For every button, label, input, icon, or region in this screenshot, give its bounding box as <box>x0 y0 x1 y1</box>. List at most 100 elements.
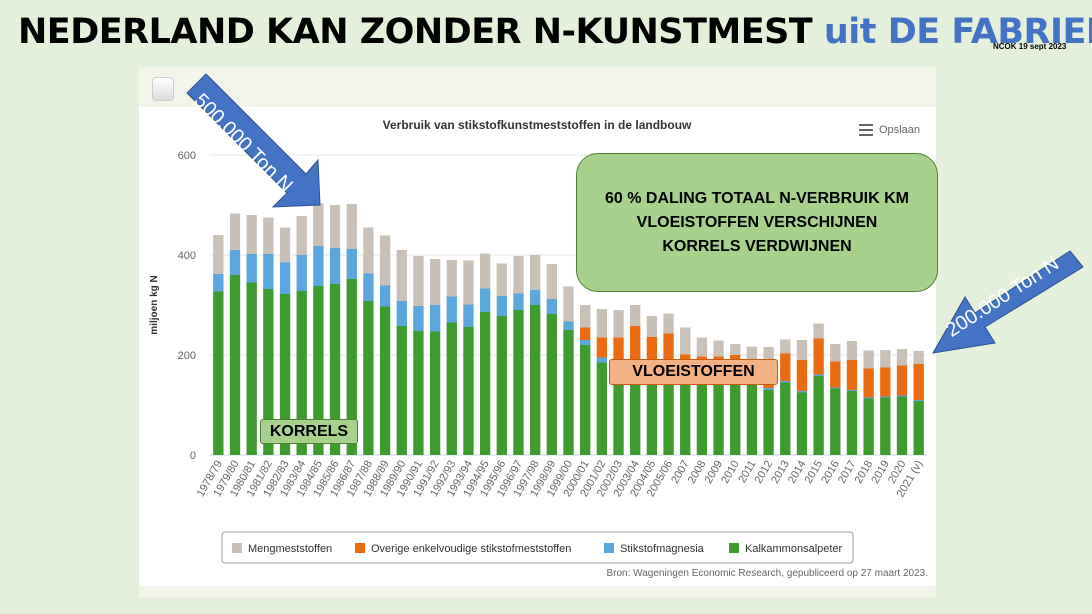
legend-label: Mengmeststoffen <box>248 543 332 555</box>
bar-segment <box>763 347 774 368</box>
bar-segment <box>580 327 591 340</box>
bar-segment <box>580 345 591 455</box>
bar-segment <box>863 368 874 398</box>
bar-segment <box>346 279 357 455</box>
bar-segment <box>496 296 507 316</box>
bar-segment <box>246 215 257 254</box>
bar-segment <box>563 321 574 330</box>
bar-segment <box>896 349 908 366</box>
bar-segment <box>463 327 474 455</box>
legend-swatch <box>232 543 242 553</box>
bar-segment <box>446 322 457 455</box>
bar-segment <box>413 331 424 455</box>
bar-segment <box>896 396 908 455</box>
bar-segment <box>496 316 507 455</box>
bar-segment <box>413 306 424 331</box>
callout-line-2: VLOEISTOFFEN VERSCHIJNEN <box>636 213 878 231</box>
arrow-right-shape <box>932 250 1084 354</box>
bar-segment <box>413 256 424 306</box>
bar-segment <box>746 346 758 361</box>
y-tick-label: 200 <box>178 350 196 362</box>
bar-segment <box>329 248 341 284</box>
bar-segment <box>313 286 324 455</box>
bar-segment <box>363 273 374 301</box>
bar-segment <box>646 337 658 366</box>
bar-segment <box>479 312 491 455</box>
bar-segment <box>263 217 274 254</box>
bar-segment <box>813 338 824 375</box>
bar-segment <box>596 357 608 363</box>
bar-segment <box>596 362 608 455</box>
date-note: NCOK 19 sept 2023 <box>993 42 1067 51</box>
bar-segment <box>796 340 808 360</box>
bar-segment <box>396 301 407 326</box>
legend-box <box>221 531 854 564</box>
chart-bottom-band <box>139 586 936 598</box>
bar-segment <box>863 398 874 455</box>
bar-segment <box>546 314 557 455</box>
bar-segment <box>580 305 591 328</box>
bar-segment <box>913 401 924 455</box>
bar-segment <box>630 367 641 455</box>
bar-segment <box>463 260 474 305</box>
bar-segment <box>329 205 341 248</box>
legend-label: Overige enkelvoudige stikstofmeststoffen <box>371 543 571 555</box>
bar-segment <box>513 256 524 294</box>
bar-segment <box>713 340 724 357</box>
slide-title-main: NEDERLAND KAN ZONDER N-KUNSTMEST <box>18 12 813 52</box>
bar-segment <box>246 254 257 283</box>
bar-segment <box>229 250 241 275</box>
bar-segment <box>263 254 274 289</box>
bar-segment <box>680 327 691 355</box>
bar-segment <box>830 387 841 389</box>
bar-segment <box>846 391 858 455</box>
arrow-left-polygon <box>186 73 321 208</box>
bar-segment <box>580 340 591 345</box>
export-button[interactable]: Opslaan <box>859 124 920 136</box>
bar-segment <box>346 204 357 249</box>
bar-segment <box>229 213 241 250</box>
bar-segment <box>896 395 908 397</box>
bar-segment <box>563 330 574 455</box>
bar-segment <box>479 288 491 312</box>
hamburger-icon <box>859 124 873 136</box>
bar-segment <box>846 390 858 391</box>
bar-segment <box>763 390 774 455</box>
slide-title: NEDERLAND KAN ZONDER N-KUNSTMEST uit DE … <box>18 12 1092 52</box>
bar-segment <box>279 227 291 263</box>
bar-segment <box>396 326 407 455</box>
bar-segment <box>346 249 357 279</box>
bar-segment <box>663 365 674 455</box>
bar-segment <box>830 361 841 388</box>
bar-segment <box>429 331 441 455</box>
bar-segment <box>796 391 808 393</box>
bar-segment <box>479 253 491 289</box>
bar-segment <box>663 333 674 361</box>
chart-title: Verbruik van stikstofkunstmeststoffen in… <box>383 118 692 132</box>
bar-segment <box>513 293 524 310</box>
bar-segment <box>213 274 224 292</box>
chart-context-button[interactable] <box>152 77 174 101</box>
callout-line-1: 60 % DALING TOTAAL N-VERBRUIK KM <box>604 189 909 207</box>
bar-segment <box>296 216 307 255</box>
bar-segment <box>846 360 858 390</box>
bar-segment <box>596 309 608 338</box>
label-vloeistoffen: VLOEISTOFFEN <box>609 359 778 385</box>
callout-line-3: KORRELS VERDWIJNEN <box>662 237 852 255</box>
bar-segment <box>913 351 924 364</box>
slide-title-highlight: uit DE FABRIEK <box>823 12 1092 52</box>
bar-segment <box>796 392 808 455</box>
bar-segment <box>880 350 891 368</box>
bar-segment <box>313 203 324 246</box>
x-tick-label: 2010 <box>719 459 742 486</box>
bar-segment <box>896 365 908 396</box>
bar-segment <box>630 326 641 364</box>
bar-segment <box>496 263 507 296</box>
chart-source: Bron: Wageningen Economic Research, gepu… <box>607 568 929 579</box>
bar-segment <box>646 316 658 337</box>
bar-segment <box>446 260 457 297</box>
bar-segment <box>613 337 624 365</box>
bar-segment <box>730 344 741 355</box>
bar-segment <box>713 375 724 455</box>
bar-segment <box>880 397 891 455</box>
